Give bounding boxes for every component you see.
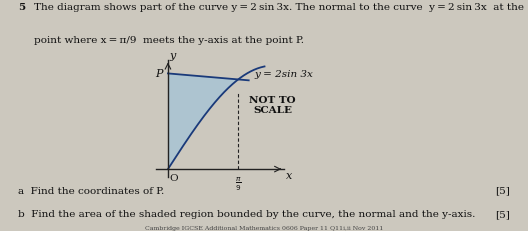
Text: The diagram shows part of the curve y = 2 sin 3x. The normal to the curve  y = 2: The diagram shows part of the curve y = … (34, 3, 524, 12)
Text: $\frac{\pi}{9}$: $\frac{\pi}{9}$ (235, 176, 241, 192)
Text: a  Find the coordinates of P.: a Find the coordinates of P. (18, 186, 165, 195)
Text: y = 2sin 3x: y = 2sin 3x (254, 70, 313, 79)
Text: [5]: [5] (495, 186, 510, 195)
Text: Cambridge IGCSE Additional Mathematics 0606 Paper 11 Q11i,ii Nov 2011: Cambridge IGCSE Additional Mathematics 0… (145, 225, 383, 230)
Text: point where x = π/9  meets the y-axis at the point P.: point where x = π/9 meets the y-axis at … (34, 36, 304, 45)
Text: P: P (155, 69, 163, 79)
Text: b  Find the area of the shaded region bounded by the curve, the normal and the y: b Find the area of the shaded region bou… (18, 209, 476, 218)
Text: 5: 5 (18, 3, 25, 12)
Text: SCALE: SCALE (253, 106, 292, 115)
Text: O: O (169, 173, 178, 182)
Text: [5]: [5] (495, 209, 510, 218)
Text: NOT TO: NOT TO (249, 95, 296, 104)
Text: x: x (286, 170, 293, 180)
Text: y: y (169, 50, 175, 60)
